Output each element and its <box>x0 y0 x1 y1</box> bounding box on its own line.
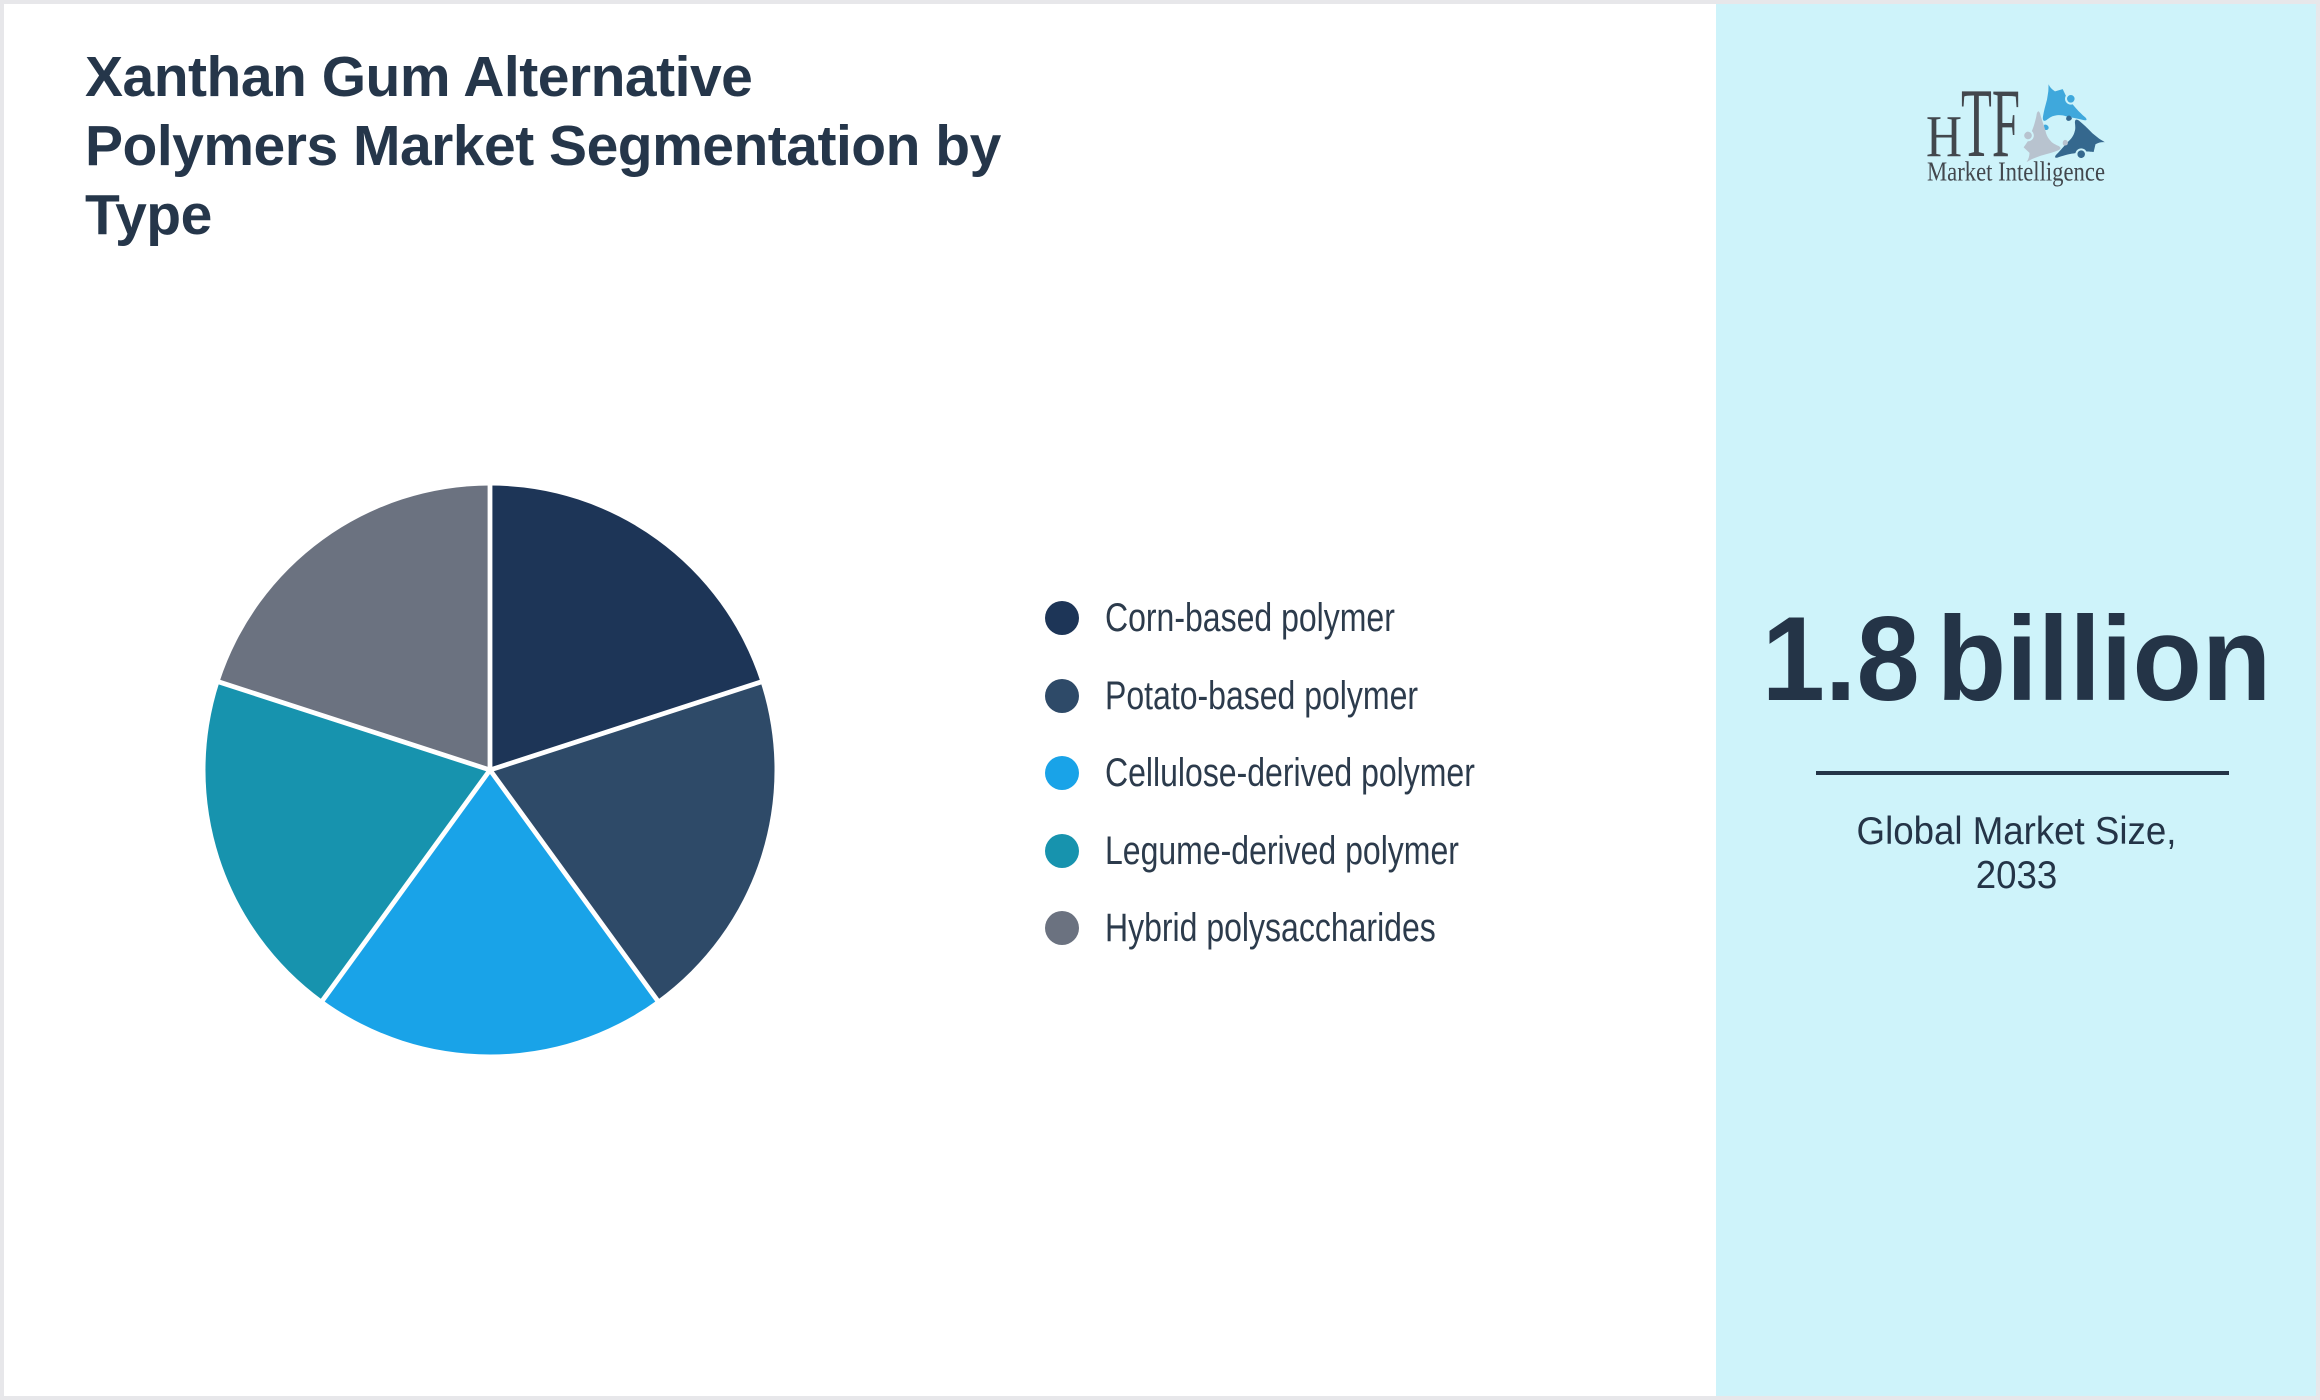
svg-text:TF: TF <box>1961 75 2020 178</box>
svg-text:H: H <box>1926 103 1962 169</box>
svg-text:Market Intelligence: Market Intelligence <box>1927 157 2105 187</box>
